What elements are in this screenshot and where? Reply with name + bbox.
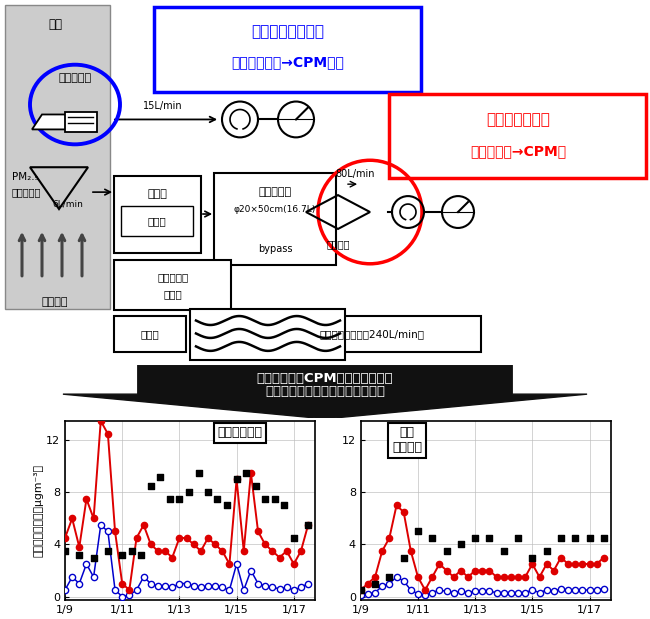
Text: 粒子採取器: 粒子採取器 xyxy=(58,72,92,83)
Point xyxy=(174,494,185,504)
Text: 80L/min: 80L/min xyxy=(335,169,375,179)
Bar xyxy=(65,113,97,132)
Point xyxy=(279,501,289,511)
FancyBboxPatch shape xyxy=(389,93,646,178)
Point xyxy=(470,533,480,543)
FancyBboxPatch shape xyxy=(114,260,231,310)
Point xyxy=(413,527,423,537)
Text: 加熱器: 加熱器 xyxy=(148,216,166,226)
Text: 排気ガス: 排気ガス xyxy=(42,297,68,306)
Text: 常温で採取→CPM有: 常温で採取→CPM有 xyxy=(470,144,566,158)
Point xyxy=(456,540,466,550)
Text: φ20×50cm(16.7L): φ20×50cm(16.7L) xyxy=(234,204,316,214)
Text: 6L/min: 6L/min xyxy=(52,199,83,209)
Point xyxy=(103,546,113,556)
Y-axis label: 有機アエロゾル（μgm⁻³）: 有機アエロゾル（μgm⁻³） xyxy=(33,464,44,557)
Text: 前処理: 前処理 xyxy=(164,290,183,300)
Point xyxy=(441,546,452,556)
Text: 冷却器: 冷却器 xyxy=(140,329,159,339)
Point xyxy=(289,533,299,543)
Point xyxy=(356,585,366,595)
Text: 煙道: 煙道 xyxy=(48,18,62,31)
Point xyxy=(584,533,595,543)
Text: サイクロン: サイクロン xyxy=(12,187,42,197)
Point xyxy=(541,546,552,556)
Point xyxy=(222,501,232,511)
Point xyxy=(527,553,538,563)
Point xyxy=(164,494,175,504)
Point xyxy=(384,572,395,582)
Polygon shape xyxy=(32,115,75,129)
Point xyxy=(499,546,509,556)
FancyBboxPatch shape xyxy=(121,206,193,236)
Point xyxy=(427,533,437,543)
Point xyxy=(556,533,566,543)
Text: 15L/min: 15L/min xyxy=(143,102,183,111)
Point xyxy=(213,494,223,504)
FancyBboxPatch shape xyxy=(264,316,481,352)
Text: 希釈空気の: 希釈空気の xyxy=(157,272,188,282)
Point xyxy=(513,533,523,543)
Text: 従来の発生源調査: 従来の発生源調査 xyxy=(252,24,324,40)
FancyBboxPatch shape xyxy=(114,316,186,352)
Point xyxy=(203,488,213,498)
Point xyxy=(241,468,252,478)
Polygon shape xyxy=(63,365,587,419)
Text: 大阪（都市）: 大阪（都市） xyxy=(218,426,263,439)
Point xyxy=(570,533,580,543)
Point xyxy=(155,472,166,482)
Point xyxy=(146,481,156,491)
Text: 滋賀
（郊外）: 滋賀 （郊外） xyxy=(392,426,422,454)
Point xyxy=(184,488,194,498)
Point xyxy=(599,533,609,543)
Point xyxy=(88,553,99,563)
Text: コンプレッサ（＞240L/min）: コンプレッサ（＞240L/min） xyxy=(320,329,424,339)
Text: （高温で採取→CPM無）: （高温で採取→CPM無） xyxy=(231,54,344,69)
Bar xyxy=(190,309,345,360)
Text: フィルタ: フィルタ xyxy=(326,239,350,249)
Point xyxy=(60,546,70,556)
Text: PM₂.₅: PM₂.₅ xyxy=(12,172,39,182)
Point xyxy=(231,475,242,485)
Bar xyxy=(5,5,110,309)
Text: bypass: bypass xyxy=(258,244,292,254)
Point xyxy=(484,533,495,543)
Text: 希釈器: 希釈器 xyxy=(147,189,167,199)
Point xyxy=(74,550,85,560)
Text: 有機アエロゾル濃度再現性が向上: 有機アエロゾル濃度再現性が向上 xyxy=(265,385,385,398)
Point xyxy=(127,546,137,556)
Point xyxy=(250,481,261,491)
Point xyxy=(270,494,280,504)
FancyBboxPatch shape xyxy=(154,7,421,92)
Point xyxy=(260,494,270,504)
FancyBboxPatch shape xyxy=(114,176,201,253)
Text: 凝縮性粒子（CPM）の考慮により: 凝縮性粒子（CPM）の考慮により xyxy=(257,372,393,385)
Point xyxy=(370,579,380,589)
Text: 新規発生源調査: 新規発生源調査 xyxy=(486,112,550,127)
Point xyxy=(193,468,203,478)
Point xyxy=(136,550,146,560)
FancyBboxPatch shape xyxy=(214,173,336,265)
Point xyxy=(117,550,127,560)
Point xyxy=(398,553,409,563)
Point xyxy=(303,520,313,530)
Text: チャンバー: チャンバー xyxy=(259,187,292,197)
